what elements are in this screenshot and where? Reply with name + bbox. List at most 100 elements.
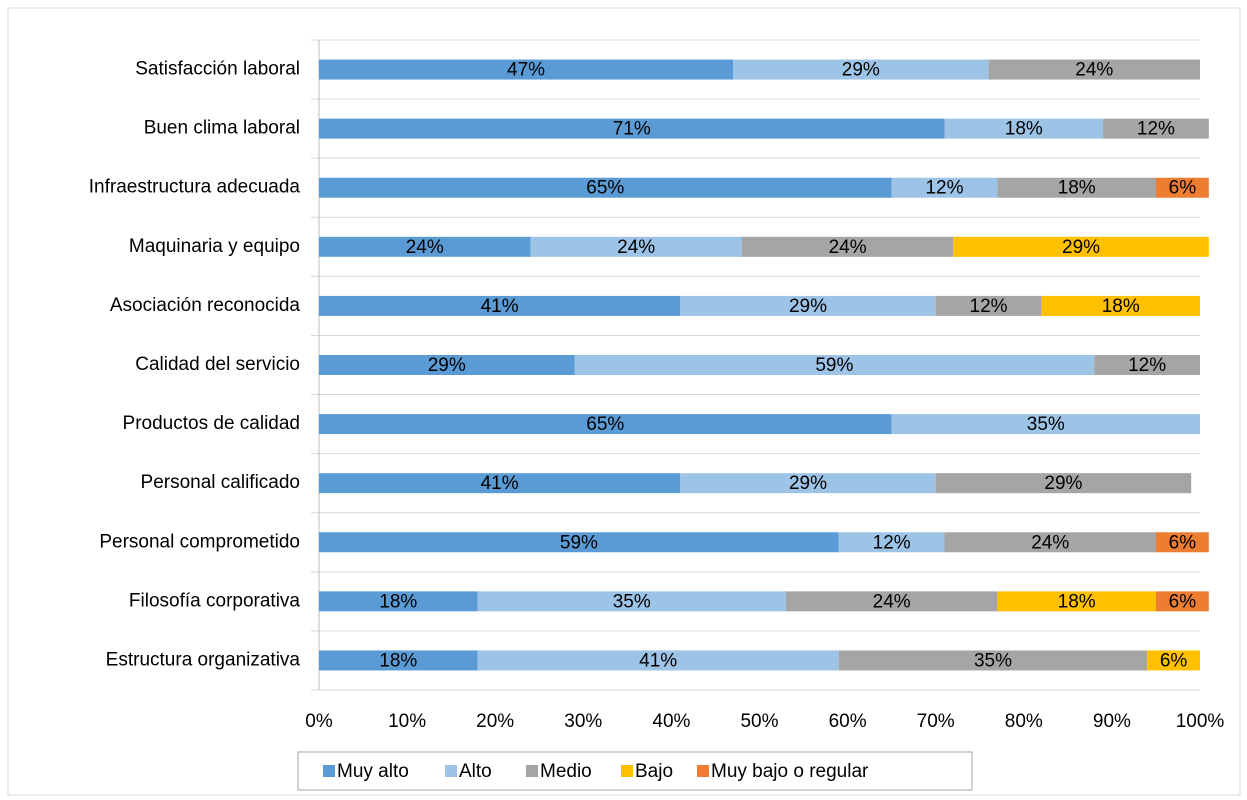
data-label: 18% <box>1102 296 1140 317</box>
legend-label: Bajo <box>635 761 673 782</box>
x-tick-label: 90% <box>1093 711 1131 732</box>
y-tick-label: Asociación reconocida <box>110 295 301 316</box>
data-label: 29% <box>1044 473 1082 494</box>
bar-segment <box>319 295 681 316</box>
data-label: 29% <box>428 355 466 376</box>
data-label: 6% <box>1169 532 1197 553</box>
data-label: 29% <box>789 296 827 317</box>
bar-segment <box>319 414 892 435</box>
bar-segment <box>530 236 742 257</box>
bar-segment <box>785 591 998 612</box>
bar-segment <box>1094 355 1200 375</box>
bar-segment <box>891 177 998 198</box>
data-label: 65% <box>586 414 624 435</box>
data-label: 24% <box>406 237 444 258</box>
bar-segment <box>944 118 1104 139</box>
data-label: 18% <box>1058 178 1096 199</box>
bar-segment <box>988 59 1200 80</box>
bar-segment <box>1147 650 1200 671</box>
data-label: 18% <box>1058 591 1096 612</box>
legend-swatch <box>697 765 709 777</box>
y-tick-label: Estructura organizativa <box>106 649 301 670</box>
bar-segment <box>319 532 839 553</box>
data-label: 12% <box>873 532 911 553</box>
bar-segment <box>1155 532 1209 553</box>
bar-segment <box>891 414 1200 435</box>
y-tick-label: Filosofía corporativa <box>129 590 301 611</box>
legend-label: Muy bajo o regular <box>711 761 869 782</box>
data-label: 65% <box>586 178 624 199</box>
bar-segment <box>319 650 478 671</box>
data-label: 6% <box>1169 591 1197 612</box>
bar-segment <box>319 473 681 494</box>
bar-segment <box>1103 118 1209 139</box>
x-tick-label: 60% <box>829 711 867 732</box>
y-tick-label: Buen clima laboral <box>144 118 300 139</box>
data-label: 18% <box>1005 119 1043 140</box>
data-label: 24% <box>873 591 911 612</box>
y-tick-label: Satisfacción laboral <box>135 59 300 80</box>
x-tick-label: 10% <box>388 711 426 732</box>
bar-segment <box>935 473 1192 494</box>
data-label: 24% <box>829 237 867 258</box>
legend-swatch <box>621 765 633 777</box>
x-tick-label: 100% <box>1176 711 1225 732</box>
data-label: 35% <box>974 650 1012 671</box>
x-tick-label: 50% <box>740 711 778 732</box>
data-label: 71% <box>613 119 651 140</box>
bar-segment <box>319 591 478 612</box>
data-label: 29% <box>789 473 827 494</box>
bar-segment <box>997 591 1156 612</box>
data-label: 6% <box>1160 650 1188 671</box>
bar-segment <box>680 295 936 316</box>
bar-segment <box>1041 295 1200 316</box>
bar-segment <box>574 355 1095 375</box>
data-label: 47% <box>507 60 545 81</box>
y-tick-label: Maquinaria y equipo <box>129 236 300 257</box>
data-label: 12% <box>970 296 1008 317</box>
legend-swatch <box>445 765 457 777</box>
bar-segment <box>733 59 989 80</box>
y-tick-label: Productos de calidad <box>123 413 300 434</box>
data-label: 12% <box>925 178 963 199</box>
x-tick-label: 0% <box>305 711 333 732</box>
y-tick-label: Personal comprometido <box>99 531 300 552</box>
data-label: 59% <box>815 355 853 376</box>
data-label: 41% <box>481 473 519 494</box>
data-label: 6% <box>1169 178 1197 199</box>
y-tick-label: Calidad del servicio <box>135 354 300 375</box>
bar-segment <box>319 236 531 257</box>
bar-segment <box>477 591 786 612</box>
data-label: 41% <box>481 296 519 317</box>
x-tick-label: 80% <box>1005 711 1043 732</box>
bar-segment <box>1155 591 1209 612</box>
bar-segment <box>741 236 954 257</box>
x-tick-label: 30% <box>564 711 602 732</box>
data-label: 24% <box>1031 532 1069 553</box>
data-label: 24% <box>1075 60 1113 81</box>
y-tick-label: Infraestructura adecuada <box>89 177 301 198</box>
bar-segment <box>935 295 1042 316</box>
y-tick-label: Personal calificado <box>141 472 300 493</box>
legend-label: Medio <box>540 761 592 782</box>
data-label: 12% <box>1137 119 1175 140</box>
data-label: 18% <box>379 650 417 671</box>
bar-segment <box>319 355 575 375</box>
data-label: 41% <box>639 650 677 671</box>
bar-segment <box>953 236 1209 257</box>
bar-segment <box>838 650 1148 671</box>
bar-segment <box>477 650 839 671</box>
data-label: 12% <box>1128 355 1166 376</box>
data-label: 24% <box>617 237 655 258</box>
x-tick-label: 70% <box>917 711 955 732</box>
data-label: 29% <box>1062 237 1100 258</box>
bar-segment <box>944 532 1156 553</box>
x-tick-label: 40% <box>652 711 690 732</box>
bar-segment <box>319 59 734 80</box>
x-tick-label: 20% <box>476 711 514 732</box>
legend-swatch <box>323 765 335 777</box>
data-label: 35% <box>1027 414 1065 435</box>
legend-label: Alto <box>459 761 492 782</box>
legend-swatch <box>526 765 538 777</box>
